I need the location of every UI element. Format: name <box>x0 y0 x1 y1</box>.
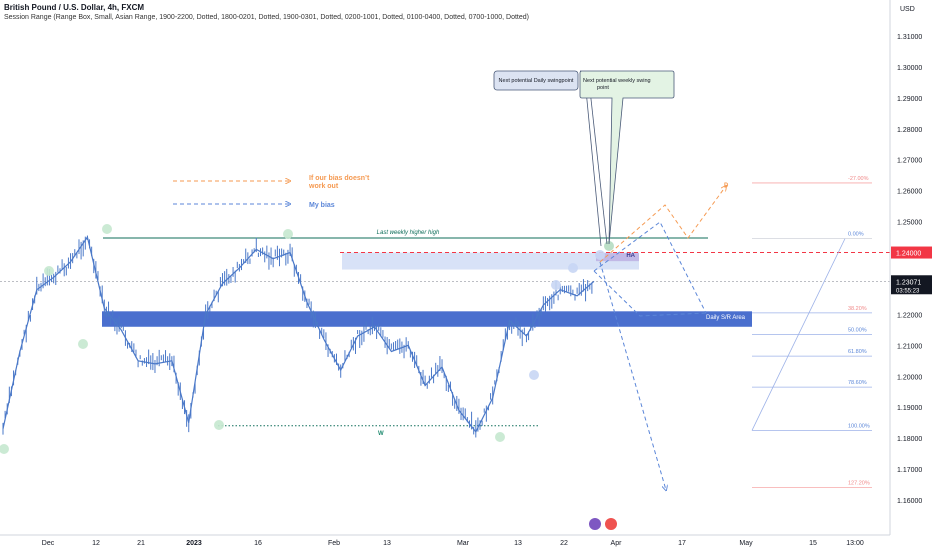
time-tick-label: 13 <box>383 540 391 547</box>
swing-point-marker <box>214 420 224 430</box>
fib-level-label: -27.00% <box>848 176 869 182</box>
current-price-label: 1.23071 <box>896 279 921 286</box>
callout-weekly-label-2: point <box>597 85 609 91</box>
d-label: D <box>724 183 729 189</box>
ha-label: HA <box>626 253 635 259</box>
price-tick-label: 1.28000 <box>897 127 922 134</box>
swing-point-marker <box>529 370 539 380</box>
daily-sr-band <box>102 311 752 327</box>
price-tick-label: 1.21000 <box>897 343 922 350</box>
currency-label: USD <box>900 6 915 13</box>
price-tick-label: 1.18000 <box>897 436 922 443</box>
time-tick-label: 21 <box>137 540 145 547</box>
time-tick-label: May <box>739 540 753 547</box>
indicator-label: Session Range (Range Box, Small, Asian R… <box>4 14 529 21</box>
price-tick-label: 1.19000 <box>897 405 922 412</box>
chart-title: British Pound / U.S. Dollar, 4h, FXCM <box>4 3 145 12</box>
fib-level-label: 38.20% <box>848 306 867 312</box>
time-tick-label: 22 <box>560 540 568 547</box>
fib-level-label: 100.00% <box>848 423 870 429</box>
callout-daily-pointer <box>585 89 602 247</box>
w-label: W <box>378 431 384 437</box>
lightning-icon[interactable] <box>589 518 601 530</box>
fib-level-label: 127.20% <box>848 481 870 487</box>
bias-projection-down <box>599 261 666 490</box>
time-tick-label: Mar <box>457 540 470 547</box>
price-tick-label: 1.26000 <box>897 189 922 196</box>
swing-point-marker <box>604 241 614 251</box>
fib-trend-line <box>751 238 846 431</box>
price-tick-label: 1.29000 <box>897 96 922 103</box>
fib-level-label: 61.80% <box>848 349 867 355</box>
level-tag-label: 1.24000 <box>896 251 921 258</box>
price-tick-label: 1.20000 <box>897 374 922 381</box>
fib-level-label: 50.00% <box>848 328 867 334</box>
alt-projection <box>599 186 726 263</box>
current-price-tag <box>891 275 932 295</box>
bias-projection-up <box>593 221 707 314</box>
swing-point-marker <box>595 250 605 260</box>
price-tick-label: 1.31000 <box>897 34 922 41</box>
swing-point-marker <box>551 280 561 290</box>
sr-area-label: Daily S/R Area <box>706 315 746 321</box>
weekly-high-label: Last weekly higher high <box>377 230 440 236</box>
time-tick-label: 2023 <box>186 540 202 547</box>
price-line <box>2 235 595 434</box>
callout-daily-pointer-2 <box>589 89 608 245</box>
legend-alt-label-2: work out <box>308 183 339 190</box>
level-tag-bg <box>891 246 932 259</box>
fib-level-label: 0.00% <box>848 232 864 238</box>
time-tick-label: 17 <box>678 540 686 547</box>
time-tick-label: 15 <box>809 540 817 547</box>
countdown-label: 03:55:23 <box>896 288 920 294</box>
callout-daily-label: Next potential Daily swingpoint <box>499 78 574 84</box>
time-tick-label: Apr <box>611 540 623 547</box>
flag-icon[interactable] <box>605 518 617 530</box>
swing-point-marker <box>44 266 54 276</box>
time-tick-label: 13 <box>514 540 522 547</box>
price-tick-label: 1.22000 <box>897 312 922 319</box>
ha-zone <box>342 252 639 270</box>
callout-weekly-box <box>579 70 675 245</box>
price-tick-label: 1.17000 <box>897 467 922 474</box>
swing-point-marker <box>0 444 9 454</box>
fib-level-label: 78.60% <box>848 380 867 386</box>
price-tick-label: 1.27000 <box>897 158 922 165</box>
legend-bias-label: My bias <box>309 202 335 209</box>
swing-point-marker <box>495 432 505 442</box>
swing-point-marker <box>568 263 578 273</box>
swing-point-marker <box>102 224 112 234</box>
bias-projection-mid <box>593 270 707 317</box>
time-tick-label: 16 <box>254 540 262 547</box>
callout-weekly-label-1: Next potential weekly swing <box>583 78 651 84</box>
legend-alt-label-1: If our bias doesn’t <box>309 175 370 182</box>
ha-zone-core <box>596 253 639 262</box>
time-tick-label: 12 <box>92 540 100 547</box>
price-tick-label: 1.16000 <box>897 498 922 505</box>
callout-daily-box <box>493 70 579 91</box>
price-tick-label: 1.25000 <box>897 220 922 227</box>
price-tick-label: 1.30000 <box>897 65 922 72</box>
time-tick-label: Feb <box>328 540 340 547</box>
time-tick-label: Dec <box>42 540 55 547</box>
time-tick-label: 13:00 <box>846 540 864 547</box>
swing-point-marker <box>78 339 88 349</box>
swing-point-marker <box>283 229 293 239</box>
